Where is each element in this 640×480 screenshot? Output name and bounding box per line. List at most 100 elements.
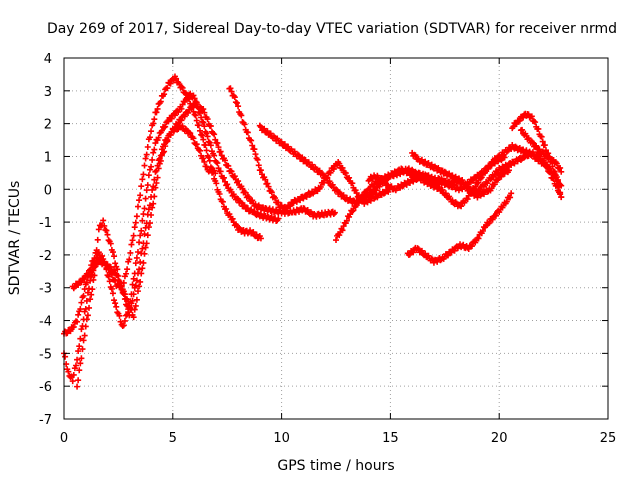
- data-point: [140, 240, 147, 247]
- data-point: [520, 114, 527, 121]
- data-point: [349, 180, 356, 187]
- data-point: [214, 140, 221, 147]
- data-point: [551, 168, 558, 175]
- data-point: [179, 123, 186, 130]
- data-point: [200, 106, 207, 113]
- chart-title: Day 269 of 2017, Sidereal Day-to-day VTE…: [47, 21, 617, 37]
- data-point: [137, 278, 144, 285]
- data-point: [95, 226, 102, 233]
- data-point: [235, 103, 242, 110]
- data-point: [154, 174, 161, 181]
- data-point: [465, 186, 472, 193]
- data-point: [138, 250, 145, 257]
- data-point: [513, 121, 520, 128]
- data-point: [528, 113, 535, 120]
- data-point: [124, 302, 131, 309]
- data-point: [275, 199, 282, 206]
- data-point: [469, 243, 475, 250]
- data-point: [148, 163, 155, 170]
- data-point: [84, 289, 91, 296]
- data-point: [150, 120, 157, 127]
- data-point: [336, 160, 343, 167]
- data-point: [69, 378, 76, 385]
- x-tick-label: 10: [273, 431, 290, 446]
- data-point: [327, 169, 334, 176]
- data-point: [330, 166, 337, 173]
- y-tick-label: -5: [39, 347, 52, 362]
- data-point: [81, 276, 88, 283]
- data-point: [248, 137, 255, 144]
- data-point: [137, 232, 144, 239]
- data-point: [339, 227, 346, 234]
- data-point: [342, 170, 349, 177]
- data-point: [200, 136, 207, 143]
- data-point: [136, 283, 143, 290]
- data-point: [492, 212, 499, 219]
- y-tick-label: 3: [44, 85, 52, 100]
- data-point: [552, 172, 559, 179]
- data-point: [134, 270, 141, 277]
- data-point: [241, 202, 248, 209]
- data-point: [205, 154, 212, 161]
- data-point: [323, 174, 330, 181]
- data-point: [294, 151, 301, 158]
- series-track-2: [61, 90, 282, 337]
- y-tick-label: 4: [44, 52, 52, 67]
- data-point: [191, 95, 198, 102]
- data-point: [455, 175, 462, 182]
- data-point: [142, 244, 149, 251]
- data-point: [317, 183, 324, 190]
- data-point: [309, 161, 316, 168]
- data-point: [127, 249, 134, 256]
- data-point: [410, 249, 417, 256]
- data-point: [82, 323, 89, 330]
- data-point: [153, 109, 160, 116]
- data-point: [140, 171, 147, 178]
- data-point: [239, 185, 246, 192]
- data-point: [369, 190, 376, 197]
- data-point: [146, 134, 153, 141]
- data-point: [89, 286, 96, 293]
- data-point: [137, 192, 144, 199]
- data-point: [489, 216, 496, 223]
- data-point: [202, 142, 209, 149]
- data-point: [418, 247, 425, 254]
- data-point: [414, 245, 421, 252]
- data-point: [120, 290, 127, 297]
- data-point: [501, 170, 508, 177]
- data-point: [107, 240, 114, 247]
- data-point: [557, 164, 564, 171]
- data-point: [83, 297, 90, 304]
- data-point: [352, 187, 359, 194]
- data-point: [106, 278, 113, 285]
- data-point: [171, 112, 178, 119]
- data-point: [154, 105, 161, 112]
- data-point: [505, 167, 512, 174]
- data-point: [145, 172, 152, 179]
- data-point: [181, 113, 188, 120]
- data-point: [319, 171, 326, 178]
- data-point: [130, 291, 137, 298]
- data-point: [203, 163, 210, 170]
- data-point: [216, 191, 223, 198]
- data-point: [195, 146, 202, 153]
- data-point: [544, 163, 551, 170]
- data-point: [77, 360, 84, 367]
- data-point: [217, 148, 224, 155]
- data-point: [203, 147, 210, 154]
- data-point: [366, 186, 373, 193]
- data-point: [74, 383, 81, 390]
- data-point: [142, 195, 149, 202]
- data-point: [223, 206, 230, 213]
- data-point: [353, 202, 360, 209]
- data-point: [149, 186, 156, 193]
- data-point: [149, 156, 156, 163]
- data-point: [538, 133, 545, 140]
- series-track-7: [333, 152, 508, 244]
- data-point: [87, 296, 94, 303]
- data-point: [541, 142, 548, 149]
- data-point: [190, 135, 197, 142]
- data-point: [207, 142, 214, 149]
- data-point: [90, 276, 97, 283]
- data-point: [242, 189, 249, 196]
